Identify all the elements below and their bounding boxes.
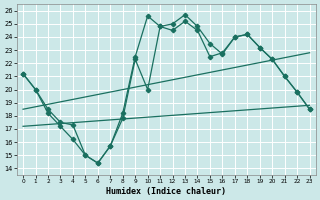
X-axis label: Humidex (Indice chaleur): Humidex (Indice chaleur): [106, 187, 226, 196]
